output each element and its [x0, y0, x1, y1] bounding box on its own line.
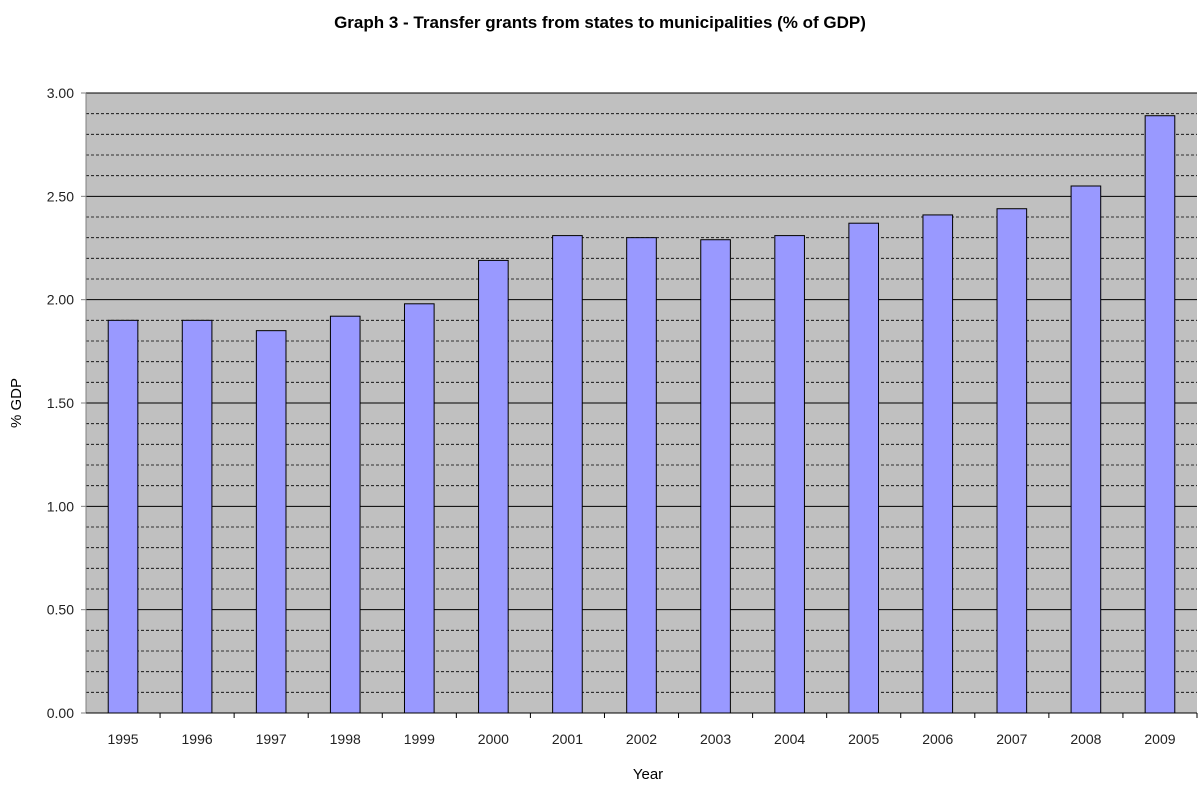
x-tick-labels: 1995 1996 1997 1998 1999 2000 2001 2002 2003 2004…: [107, 731, 1175, 747]
bar-2005: [848, 222, 880, 714]
x-tick-label: 2007: [996, 731, 1027, 747]
y-tick-label: 0.00: [47, 705, 74, 721]
x-tick-label: 2000: [478, 731, 509, 747]
bar-2007: [996, 208, 1028, 714]
bar-1998: [329, 315, 361, 714]
bar-2006: [922, 214, 954, 714]
x-tick-label: 1998: [330, 731, 361, 747]
y-axis-label: % GDP: [8, 378, 25, 428]
y-tick-label: 0.50: [47, 602, 74, 618]
bar-2002: [626, 237, 657, 714]
y-tick-label: 2.00: [47, 292, 74, 308]
x-tick-label: 2004: [774, 731, 805, 747]
bar-2009: [1144, 115, 1176, 714]
bar-1999: [403, 303, 435, 714]
bar-1996: [181, 319, 213, 714]
x-tick-label: 2005: [848, 731, 879, 747]
x-tick-label: 2006: [922, 731, 953, 747]
x-axis-label: Year: [633, 766, 663, 783]
y-tick-label: 1.00: [47, 498, 74, 514]
x-tick-label: 2009: [1144, 731, 1175, 747]
bar-2001: [552, 235, 583, 714]
x-tick-label: 1996: [182, 731, 213, 747]
y-tick-label: 1.50: [47, 395, 74, 411]
bar-1997: [255, 330, 287, 714]
y-tick-label: 3.00: [47, 85, 74, 101]
bar-2003: [700, 239, 731, 714]
chart-title: Graph 3 - Transfer grants from states to…: [334, 13, 866, 32]
bar-2008: [1070, 185, 1102, 714]
bar-2004: [774, 235, 805, 714]
x-tick-label: 2001: [552, 731, 583, 747]
x-tick-label: 2002: [626, 731, 657, 747]
x-tick-label: 2003: [700, 731, 731, 747]
bars: [107, 115, 1176, 714]
y-tick-label: 2.50: [47, 188, 74, 204]
y-tick-labels: 0.00 0.50 1.00 1.50 2.00 2.50 3.00: [47, 85, 74, 721]
x-tick-label: 1999: [404, 731, 435, 747]
x-tick-label: 1997: [256, 731, 287, 747]
x-tick-label: 2008: [1070, 731, 1101, 747]
x-tick-label: 1995: [107, 731, 138, 747]
bar-2000: [478, 259, 509, 714]
bar-1995: [107, 319, 139, 714]
